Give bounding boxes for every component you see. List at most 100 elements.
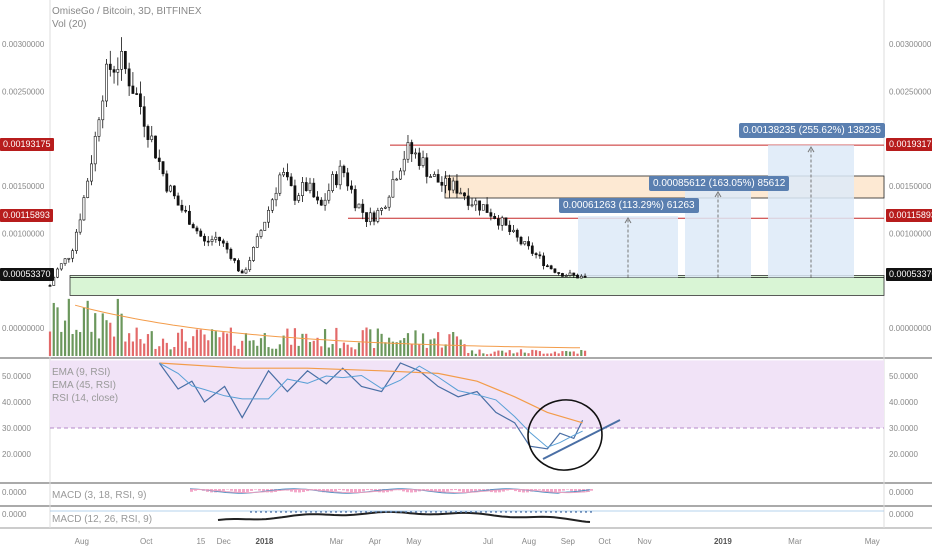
candle-body	[63, 258, 67, 264]
volume-bar	[357, 342, 361, 356]
volume-bar	[52, 302, 55, 356]
candle-body	[150, 135, 154, 140]
candle-body	[497, 218, 500, 226]
volume-bar	[565, 351, 568, 356]
volume-bar	[48, 331, 52, 356]
macd1-hist-bar	[534, 489, 537, 491]
candle-body	[270, 199, 274, 211]
candle-body	[342, 165, 346, 174]
volume-bar	[508, 350, 511, 356]
volume-bar	[218, 337, 221, 356]
macd2-line	[217, 510, 591, 523]
candle-body	[523, 241, 527, 245]
volume-bar	[128, 333, 131, 356]
macd2-hist-bar	[465, 511, 467, 513]
candle-body	[414, 152, 417, 155]
volume-bar	[233, 345, 236, 356]
volume-bar	[429, 339, 432, 356]
target-annotation-2: 0.00085612 (163.05%) 85612	[649, 176, 790, 191]
candle-body	[108, 63, 112, 70]
volume-bar	[67, 298, 70, 356]
candle-body	[71, 250, 75, 259]
macd2-hist-bar	[395, 511, 397, 513]
candle-body	[436, 174, 440, 183]
macd1-hist-bar	[250, 489, 253, 491]
macd1-hist-bar	[410, 489, 413, 493]
candle-body	[237, 260, 240, 272]
macd1-hist-bar	[446, 489, 449, 492]
rsi-ema45-line	[159, 362, 583, 424]
volume-bar	[523, 352, 526, 356]
macd1-hist-bar	[298, 489, 301, 493]
candle-body	[252, 246, 255, 261]
candle-body	[530, 245, 534, 254]
macd2-hist-bar	[285, 511, 287, 513]
candle-body	[463, 192, 466, 197]
macd2-hist-bar	[360, 511, 362, 513]
volume-ma-line	[74, 304, 581, 349]
candle-body	[331, 174, 335, 191]
volume-bar	[195, 329, 199, 356]
macd1-hist-bar	[454, 489, 457, 491]
volume-bar	[229, 327, 232, 356]
candle-body	[112, 69, 116, 73]
rsi-label: RSI (14, close)	[52, 393, 119, 404]
volume-bar	[116, 298, 119, 356]
candle-body	[515, 229, 519, 238]
volume-bar	[534, 350, 538, 356]
candle-body	[395, 178, 399, 181]
macd2-hist-bar	[250, 511, 252, 513]
volume-bar	[550, 353, 553, 356]
volume-bar	[75, 329, 78, 356]
candle-body	[165, 173, 169, 192]
volume-bar	[561, 351, 564, 356]
volume-bar	[82, 307, 86, 356]
macd1-hist-bar	[414, 489, 417, 493]
price-tick-left: 0.00000000	[2, 324, 45, 333]
candle-body	[154, 135, 157, 159]
macd1-hist-bar	[474, 489, 477, 492]
volume-bar	[384, 342, 387, 356]
price-tag-left-top: 0.00193175	[0, 138, 54, 151]
volume-bar	[203, 334, 206, 356]
candle-body	[82, 197, 86, 221]
macd1-label: MACD (3, 18, RSI, 9)	[52, 490, 147, 501]
macd2-hist-bar	[450, 511, 452, 513]
macd1-hist-bar	[422, 489, 425, 491]
volume-bar	[135, 327, 138, 356]
volume-bar	[425, 347, 428, 356]
macd2-hist-bar	[425, 511, 427, 513]
macd2-hist-bar	[530, 511, 532, 513]
rsi-tick-left: 20.0000	[2, 450, 31, 459]
macd1-hist-bar	[190, 489, 193, 492]
macd2-hist-bar	[335, 511, 337, 513]
macd2-hist-bar	[305, 511, 307, 513]
volume-bar	[63, 320, 67, 356]
candle-body	[534, 253, 538, 256]
candle-body	[568, 272, 572, 276]
volume-bar	[244, 333, 248, 356]
price-tag-left-mid: 0.00115893	[0, 209, 53, 222]
candle-body	[466, 195, 470, 206]
volume-bar	[380, 333, 383, 356]
macd1-hist-bar	[402, 489, 405, 492]
macd1-hist-bar	[498, 489, 501, 493]
macd1-hist-bar	[494, 489, 497, 493]
candle-body	[380, 208, 383, 211]
macd1-hist-bar	[590, 489, 593, 491]
macd1-hist-bar	[566, 489, 569, 490]
macd1-hist-bar	[562, 489, 565, 491]
candle-body	[146, 126, 150, 140]
macd1-hist-bar	[358, 489, 361, 493]
volume-bar	[493, 351, 496, 356]
macd2-hist-bar	[320, 511, 322, 513]
candle-body	[225, 242, 229, 250]
candle-body	[383, 206, 387, 209]
candle-body	[387, 196, 391, 208]
volume-bar	[169, 349, 172, 356]
macd2-hist-bar	[300, 511, 302, 513]
volume-bar	[546, 353, 549, 356]
candle-body	[267, 209, 270, 223]
macd2-hist-bar	[445, 511, 447, 513]
macd1-hist-bar	[290, 489, 293, 492]
